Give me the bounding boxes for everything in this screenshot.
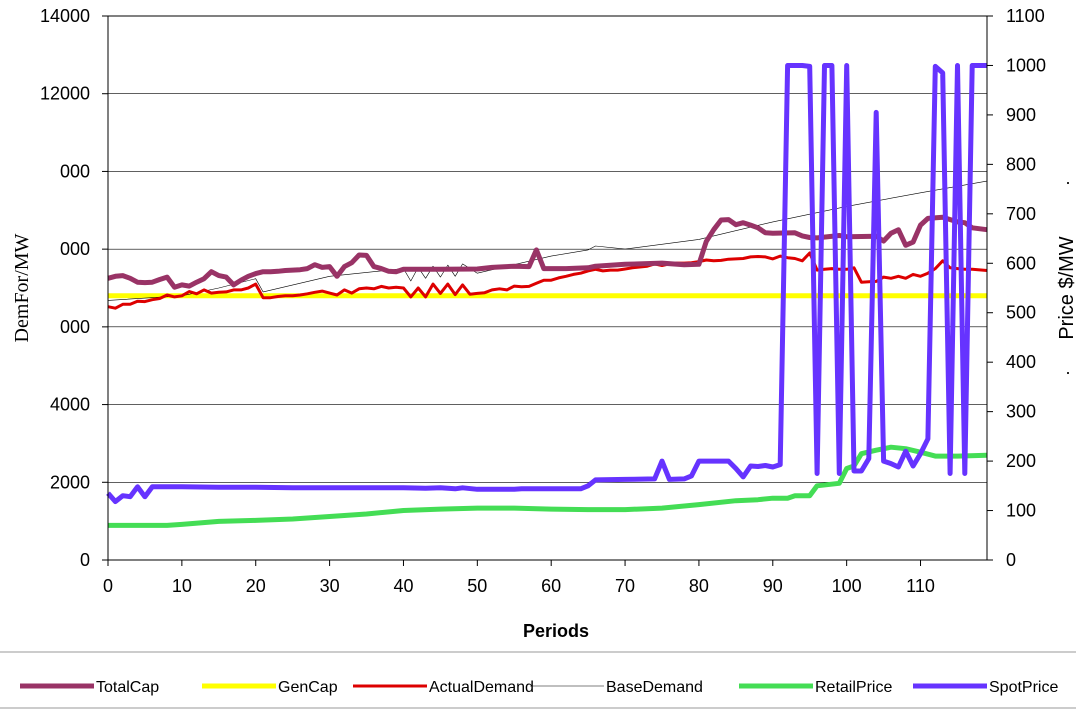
legend: TotalCap GenCap ActualDemand BaseDemand Reta… [0, 651, 1076, 709]
series-line-basedemand [107, 180, 988, 301]
y-right-tick-label: 1100 [1006, 6, 1045, 26]
x-tick-label: 70 [615, 576, 635, 596]
y-right-tick-label: 600 [1006, 253, 1036, 273]
y-right-tick-label: 300 [1006, 402, 1036, 422]
y-axis-right-title: Price $/MW [1056, 236, 1076, 339]
x-tick-label: 10 [172, 576, 192, 596]
x-tick-label: 50 [467, 576, 487, 596]
x-tick-label: 30 [320, 576, 340, 596]
y-left-tick-label: 2000 [50, 472, 90, 492]
x-tick-label: 100 [832, 576, 862, 596]
legend-label-retailprice: RetailPrice [815, 679, 892, 696]
ticks-layer: 0200040000000000001200014000010020030040… [40, 6, 1046, 596]
x-axis-title: Periods [523, 621, 589, 641]
legend-label-totalcap: TotalCap [96, 679, 159, 696]
x-tick-label: 40 [393, 576, 413, 596]
series-line-spotprice [106, 63, 987, 505]
y-left-tick-label: 0 [80, 550, 90, 570]
series-layer [106, 63, 988, 528]
y-right-tick-label: 200 [1006, 451, 1036, 471]
series-line-retailprice [108, 444, 988, 528]
y-left-tick-label: 000 [60, 161, 90, 181]
y-right-tick-label: 700 [1006, 204, 1036, 224]
right-axis-dot-top: . [1065, 168, 1070, 188]
x-tick-label: 20 [246, 576, 266, 596]
legend-label-basedemand: BaseDemand [606, 679, 703, 696]
y-left-tick-label: 000 [60, 239, 90, 259]
x-tick-label: 80 [689, 576, 709, 596]
legend-label-spotprice: SpotPrice [989, 679, 1058, 696]
y-right-tick-label: 900 [1006, 105, 1036, 125]
x-tick-label: 60 [541, 576, 561, 596]
y-right-tick-label: 400 [1006, 352, 1036, 372]
y-right-tick-label: 100 [1006, 501, 1036, 521]
y-left-tick-label: 12000 [40, 84, 90, 104]
y-right-tick-label: 0 [1006, 550, 1016, 570]
y-left-tick-label: 4000 [50, 395, 90, 415]
y-left-tick-label: 000 [60, 317, 90, 337]
y-right-tick-label: 1000 [1006, 55, 1046, 75]
series-line-totalcap [107, 214, 988, 290]
x-tick-label: 90 [763, 576, 783, 596]
x-tick-label: 110 [906, 576, 935, 596]
legend-label-gencap: GenCap [278, 679, 338, 696]
axes [107, 15, 988, 561]
legend-label-actualdemand: ActualDemand [429, 679, 534, 696]
x-tick-label: 0 [103, 576, 113, 596]
y-right-tick-label: 500 [1006, 303, 1036, 323]
y-axis-left-title: DemFor/MW [11, 233, 33, 342]
y-left-tick-label: 14000 [40, 6, 90, 26]
y-right-tick-label: 800 [1006, 154, 1036, 174]
right-axis-dot-bottom: . [1065, 358, 1070, 378]
